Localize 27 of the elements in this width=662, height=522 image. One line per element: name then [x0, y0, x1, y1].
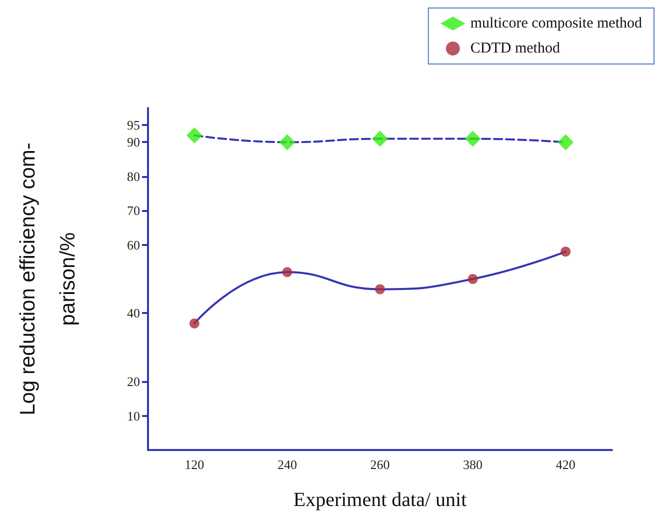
- x-tick-label: 240: [277, 457, 297, 472]
- y-tick-label: 70: [127, 203, 140, 218]
- legend-label: multicore composite method: [470, 16, 642, 32]
- x-axis-title: Experiment data/ unit: [293, 489, 468, 511]
- y-tick-label: 90: [127, 134, 140, 150]
- point: [558, 134, 574, 150]
- y-tick-label: 40: [127, 306, 140, 321]
- y-tick-label: 10: [127, 408, 140, 424]
- y-tick-label: 95: [127, 118, 140, 133]
- y-tick-label: 20: [127, 374, 140, 390]
- y-tick-label: 60: [127, 237, 140, 252]
- legend-label: CDTD method: [470, 40, 560, 56]
- point: [464, 130, 481, 147]
- point: [189, 318, 200, 328]
- y-axis-title: Log reduction efficiency com- parison/%: [16, 142, 80, 416]
- x-tick-label: 260: [370, 457, 390, 472]
- point: [560, 246, 571, 257]
- x-tick-label: 380: [463, 457, 483, 472]
- point: [375, 284, 385, 294]
- x-tick-label: 420: [556, 457, 576, 472]
- point: [468, 274, 478, 284]
- point: [372, 130, 388, 147]
- point: [282, 267, 292, 278]
- point: [279, 134, 296, 150]
- x-tick-label: 120: [184, 457, 204, 472]
- point: [186, 127, 202, 144]
- y-tick-label: 80: [127, 168, 140, 184]
